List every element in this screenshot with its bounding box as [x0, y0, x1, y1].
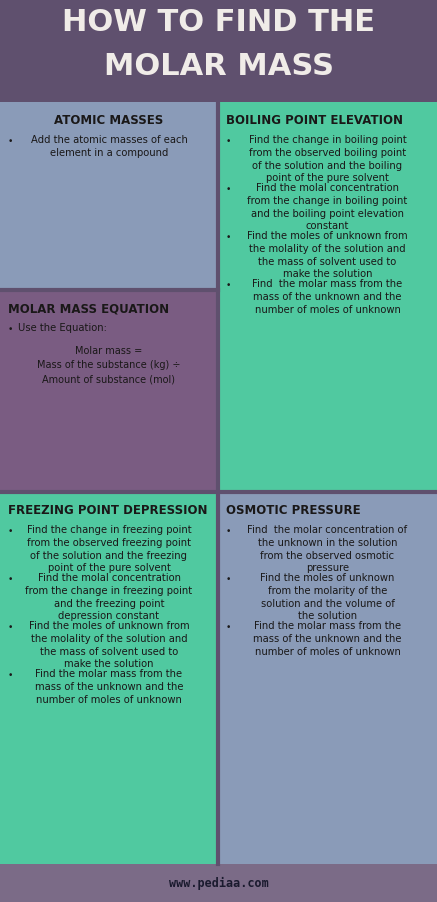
Text: •: • — [8, 137, 14, 146]
Text: •: • — [8, 671, 14, 680]
Text: •: • — [226, 281, 231, 290]
Text: •: • — [8, 527, 14, 536]
Bar — [0, 102, 218, 290]
Text: Find the moles of unknown from
the molality of the solution and
the mass of solv: Find the moles of unknown from the molal… — [247, 231, 408, 280]
Text: Find the moles of unknown from
the molality of the solution and
the mass of solv: Find the moles of unknown from the molal… — [29, 621, 189, 669]
Bar — [218, 492, 437, 864]
Text: MOLAR MASS EQUATION: MOLAR MASS EQUATION — [8, 302, 169, 315]
Text: Find the molar mass from the
mass of the unknown and the
number of moles of unkn: Find the molar mass from the mass of the… — [253, 621, 402, 657]
Text: BOILING POINT ELEVATION: BOILING POINT ELEVATION — [226, 114, 403, 127]
Text: MOLAR MASS: MOLAR MASS — [104, 52, 333, 81]
Bar — [218, 102, 437, 492]
Bar — [0, 0, 437, 102]
Text: Find the molal concentration
from the change in freezing point
and the freezing : Find the molal concentration from the ch… — [25, 573, 193, 621]
Text: •: • — [226, 185, 231, 194]
Text: Find  the molar mass from the
mass of the unknown and the
number of moles of unk: Find the molar mass from the mass of the… — [253, 279, 402, 315]
Text: Find the change in freezing point
from the observed freezing point
of the soluti: Find the change in freezing point from t… — [27, 525, 191, 574]
Text: •: • — [8, 575, 14, 584]
Text: •: • — [226, 527, 231, 536]
Text: Use the Equation:: Use the Equation: — [18, 323, 107, 333]
Text: •: • — [226, 575, 231, 584]
Text: •: • — [8, 325, 14, 334]
Bar — [0, 864, 437, 902]
Text: ATOMIC MASSES: ATOMIC MASSES — [54, 114, 163, 127]
Text: •: • — [8, 623, 14, 632]
Text: FREEZING POINT DEPRESSION: FREEZING POINT DEPRESSION — [8, 504, 208, 517]
Bar — [0, 492, 218, 864]
Bar — [0, 290, 218, 492]
Text: •: • — [226, 623, 231, 632]
Text: HOW TO FIND THE: HOW TO FIND THE — [62, 8, 375, 37]
Text: Add the atomic masses of each
element in a compound: Add the atomic masses of each element in… — [31, 135, 187, 158]
Text: www.pediaa.com: www.pediaa.com — [169, 877, 268, 889]
Text: Find the change in boiling point
from the observed boiling point
of the solution: Find the change in boiling point from th… — [249, 135, 406, 183]
Text: •: • — [226, 233, 231, 242]
Text: Find the molar mass from the
mass of the unknown and the
number of moles of unkn: Find the molar mass from the mass of the… — [35, 669, 183, 704]
Text: Find the moles of unknown
from the molarity of the
solution and the volume of
th: Find the moles of unknown from the molar… — [260, 573, 395, 621]
Text: Molar mass =
Mass of the substance (kg) ÷
Amount of substance (mol): Molar mass = Mass of the substance (kg) … — [37, 346, 181, 384]
Text: OSMOTIC PRESSURE: OSMOTIC PRESSURE — [226, 504, 361, 517]
Text: •: • — [226, 137, 231, 146]
Text: Find the molal concentration
from the change in boiling point
and the boiling po: Find the molal concentration from the ch… — [247, 183, 408, 232]
Text: Find  the molar concentration of
the unknown in the solution
from the observed o: Find the molar concentration of the unkn… — [247, 525, 408, 574]
